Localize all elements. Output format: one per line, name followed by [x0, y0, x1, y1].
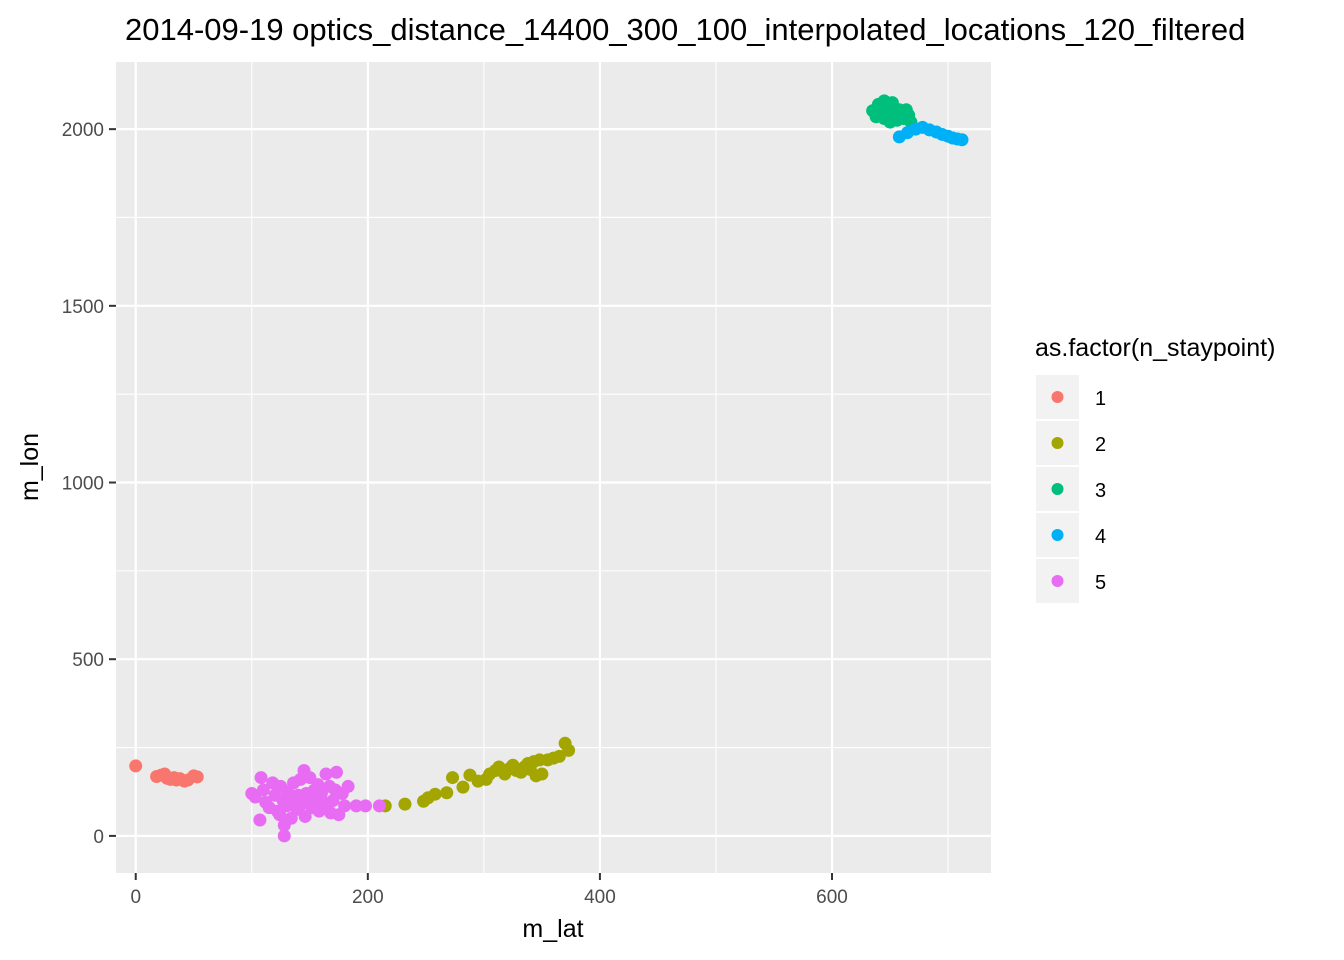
data-point-series-2: [398, 797, 412, 811]
y-tick-label: 1000: [62, 474, 104, 495]
chart-title: 2014-09-19 optics_distance_14400_300_100…: [125, 12, 1245, 47]
legend: as.factor(n_staypoint) 1 2 3 4 5: [1035, 334, 1275, 603]
data-point-series-1: [129, 759, 143, 773]
y-tick-label: 0: [93, 827, 104, 848]
data-point-series-5: [254, 771, 268, 785]
data-point-series-4: [955, 133, 969, 147]
legend-label: 3: [1095, 480, 1106, 502]
legend-label: 1: [1095, 388, 1106, 410]
data-point-series-2: [456, 780, 470, 794]
data-point-series-5: [253, 813, 267, 827]
data-point-series-5: [273, 808, 287, 822]
data-point-series-5: [372, 799, 386, 813]
data-point-series-5: [341, 779, 355, 793]
legend-label: 2: [1095, 434, 1106, 456]
data-point-series-3: [883, 115, 897, 129]
x-axis-title: m_lat: [522, 915, 583, 943]
data-point-series-2: [562, 743, 576, 757]
legend-key-swatch: [1051, 437, 1064, 449]
data-point-series-5: [326, 794, 340, 808]
data-point-series-2: [428, 787, 442, 801]
legend-key-swatch: [1051, 575, 1064, 587]
legend-label: 4: [1095, 526, 1106, 548]
data-point-series-5: [319, 767, 333, 781]
data-point-series-3: [869, 110, 883, 124]
data-point-series-2: [552, 749, 566, 763]
data-point-series-5: [349, 799, 363, 813]
x-tick-label: 200: [352, 887, 384, 908]
x-axis-tick-labels: 0 200 400 600: [130, 887, 847, 908]
axis-ticks: [109, 128, 834, 880]
legend-key-swatch: [1051, 391, 1064, 403]
data-point-series-5: [277, 829, 291, 843]
data-point-series-5: [256, 783, 270, 797]
legend-title: as.factor(n_staypoint): [1035, 334, 1275, 362]
data-point-series-2: [535, 767, 549, 781]
data-point-series-2: [440, 786, 454, 800]
x-tick-label: 0: [130, 887, 141, 908]
legend-key-swatch: [1051, 529, 1064, 541]
legend-keys: 1 2 3 4 5: [1036, 375, 1106, 603]
data-point-series-2: [446, 771, 460, 785]
plot-panel: [116, 62, 991, 873]
data-point-series-5: [359, 799, 373, 813]
data-point-series-1: [190, 770, 204, 784]
data-point-series-3: [877, 94, 891, 108]
data-point-series-5: [338, 799, 352, 813]
data-points: [129, 94, 969, 843]
legend-key-swatch: [1051, 483, 1064, 495]
y-tick-label: 500: [72, 650, 104, 671]
data-point-series-5: [329, 765, 343, 779]
x-tick-label: 600: [816, 887, 848, 908]
x-tick-label: 400: [584, 887, 616, 908]
data-point-series-5: [298, 809, 312, 823]
y-tick-label: 1500: [62, 297, 104, 318]
y-tick-label: 2000: [62, 120, 104, 141]
legend-label: 5: [1095, 572, 1106, 594]
y-axis-tick-labels: 0 500 1000 1500 2000: [62, 120, 104, 848]
major-gridlines: [116, 62, 991, 873]
minor-gridlines: [116, 62, 991, 873]
y-axis-title: m_lon: [16, 433, 44, 501]
